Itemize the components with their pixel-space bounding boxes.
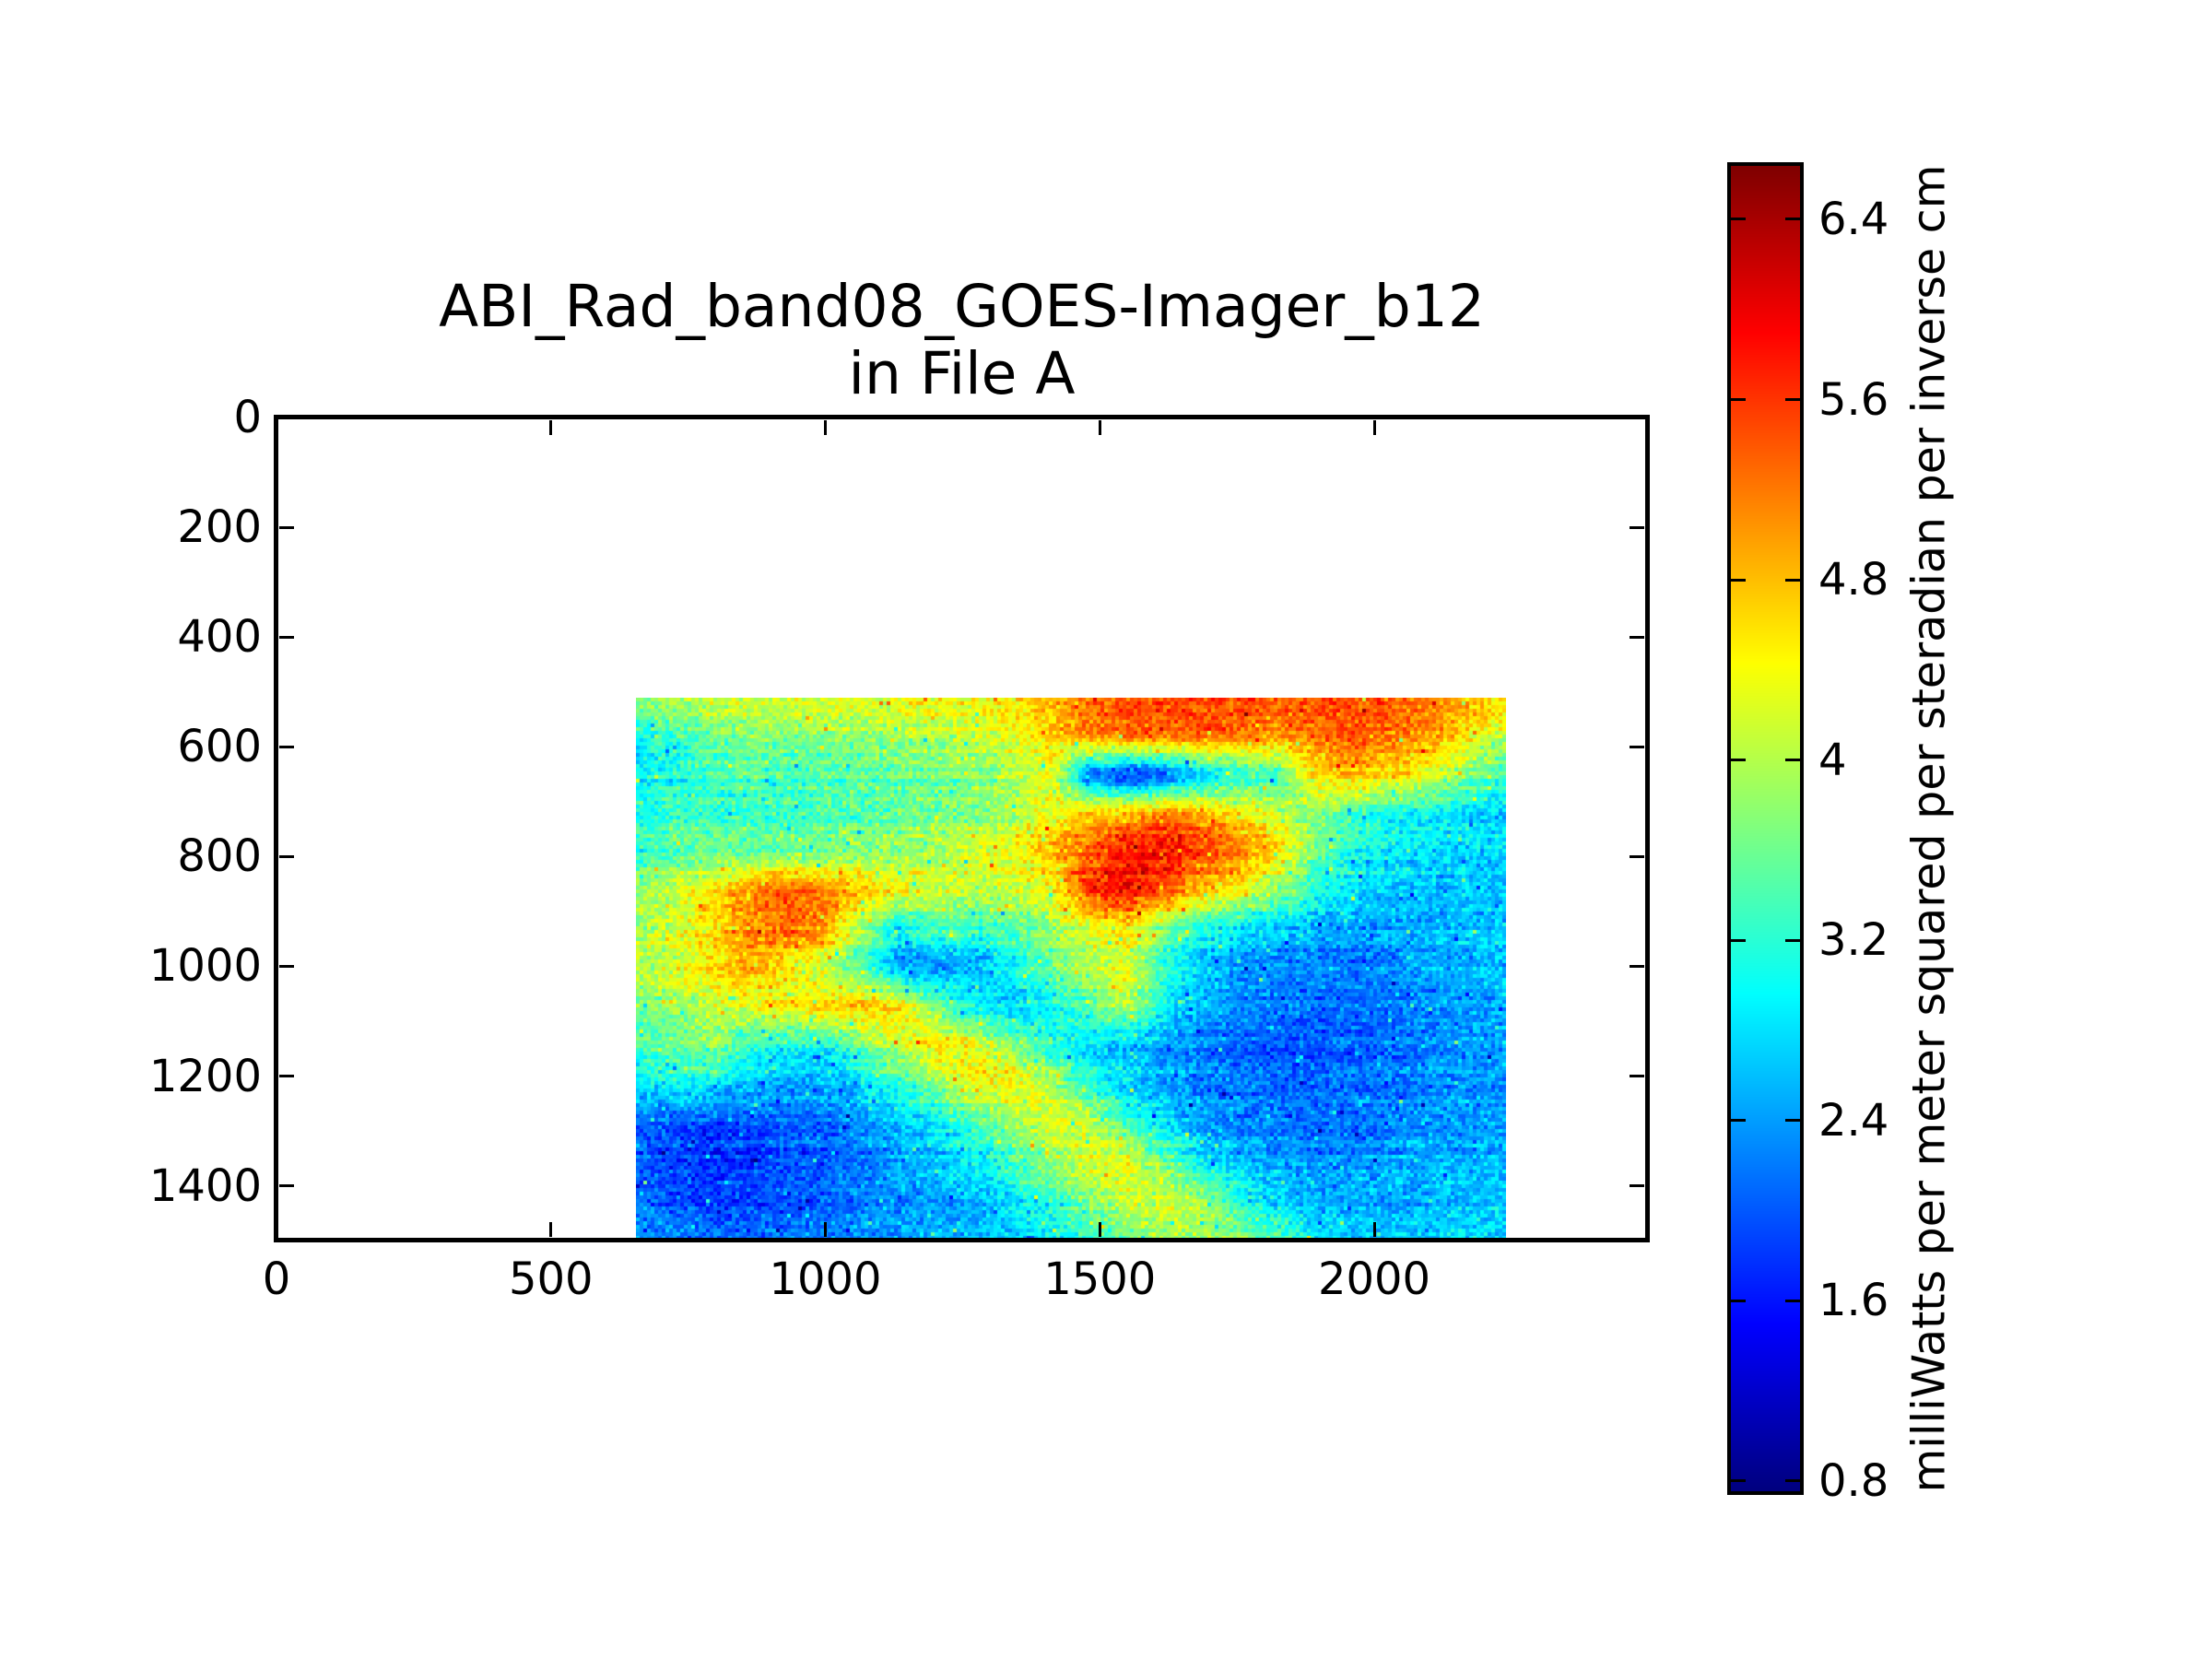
colorbar-tick-mark-right	[1785, 938, 1800, 942]
plot-title-line1: ABI_Rad_band08_GOES-Imager_b12	[439, 273, 1485, 340]
y-tick-mark-right	[1630, 1184, 1644, 1188]
x-tick-label: 2000	[1317, 1253, 1431, 1305]
colorbar-tick-mark-left	[1731, 759, 1746, 762]
colorbar-tick-mark-right	[1785, 578, 1800, 582]
x-tick-label: 1500	[1043, 1253, 1157, 1305]
colorbar-tick-mark-left	[1731, 218, 1746, 221]
y-tick-mark-right	[1630, 635, 1644, 639]
x-tick-mark-top	[1372, 420, 1376, 435]
y-tick-mark	[279, 1184, 294, 1188]
colorbar-gradient	[1731, 166, 1800, 1491]
x-tick-label: 500	[508, 1253, 594, 1305]
x-tick-mark-top	[824, 420, 827, 435]
x-tick-mark	[275, 1222, 278, 1237]
y-tick-mark	[279, 525, 294, 529]
colorbar-tick-label: 3.2	[1818, 914, 1889, 967]
y-tick-mark-right	[1630, 854, 1644, 858]
y-tick-label: 400	[177, 611, 262, 664]
plot-axes-frame	[274, 415, 1650, 1242]
colorbar-tick-mark-left	[1731, 398, 1746, 402]
y-tick-label: 1000	[148, 940, 262, 993]
colorbar-tick-label: 5.6	[1818, 373, 1889, 426]
colorbar-tick-mark-left	[1731, 938, 1746, 942]
y-tick-mark-right	[1630, 745, 1644, 748]
x-tick-mark-top	[275, 420, 278, 435]
colorbar-tick-mark-left	[1731, 578, 1746, 582]
y-tick-mark	[279, 1075, 294, 1078]
y-tick-label: 1200	[148, 1050, 262, 1102]
y-tick-mark	[279, 964, 294, 968]
colorbar-tick-mark-left	[1731, 1479, 1746, 1483]
x-tick-mark	[549, 1222, 553, 1237]
x-tick-mark	[824, 1222, 827, 1237]
y-tick-label: 200	[177, 501, 262, 554]
y-tick-mark	[279, 416, 294, 419]
x-tick-mark	[1372, 1222, 1376, 1237]
colorbar-tick-label: 4.8	[1818, 554, 1889, 606]
colorbar-tick-label: 2.4	[1818, 1094, 1889, 1147]
colorbar-tick-mark-left	[1731, 1119, 1746, 1123]
colorbar-tick-label: 0.8	[1818, 1454, 1889, 1507]
y-tick-mark	[279, 635, 294, 639]
colorbar-axis-label: milliWatts per meter squared per steradi…	[1902, 164, 1956, 1493]
colorbar-tick-mark-right	[1785, 1119, 1800, 1123]
y-tick-label: 600	[177, 721, 262, 773]
y-tick-label: 800	[177, 830, 262, 883]
y-tick-label: 0	[233, 392, 262, 443]
colorbar-tick-mark-right	[1785, 398, 1800, 402]
y-tick-mark-right	[1630, 525, 1644, 529]
x-tick-mark-top	[549, 420, 553, 435]
colorbar-tick-label: 6.4	[1818, 193, 1889, 245]
y-tick-mark-right	[1630, 416, 1644, 419]
colorbar-tick-mark-left	[1731, 1299, 1746, 1302]
x-tick-mark	[1098, 1222, 1101, 1237]
x-tick-mark-top	[1098, 420, 1101, 435]
colorbar-tick-label: 4	[1818, 734, 1847, 786]
y-tick-mark-right	[1630, 1075, 1644, 1078]
x-tick-label: 1000	[769, 1253, 882, 1305]
colorbar-tick-mark-right	[1785, 218, 1800, 221]
colorbar-frame	[1727, 162, 1804, 1495]
plot-title: ABI_Rad_band08_GOES-Imager_b12 in File A	[276, 273, 1647, 407]
x-tick-label: 0	[262, 1253, 291, 1305]
y-tick-label: 1400	[148, 1159, 262, 1212]
radiance-heatmap-image	[636, 698, 1506, 1240]
y-tick-mark-right	[1630, 964, 1644, 968]
y-tick-mark	[279, 854, 294, 858]
plot-title-line2: in File A	[848, 340, 1076, 407]
colorbar-tick-mark-right	[1785, 1299, 1800, 1302]
colorbar-tick-label: 1.6	[1818, 1275, 1889, 1327]
colorbar-tick-mark-right	[1785, 1479, 1800, 1483]
y-tick-mark	[279, 745, 294, 748]
colorbar-tick-mark-right	[1785, 759, 1800, 762]
